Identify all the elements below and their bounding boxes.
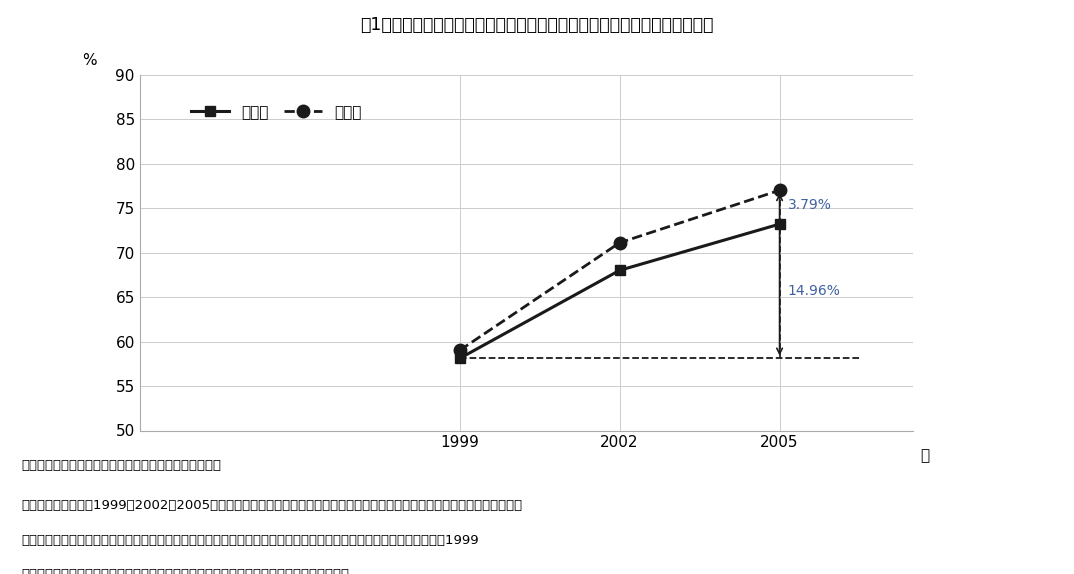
仮想値 [613,239,626,246]
Text: 年時点の初期値から変化しない場合の移乗の介護確率の疾病横断的な平均値である。: 年時点の初期値から変化しない場合の移乗の介護確率の疾病横断的な平均値である。 [21,568,349,574]
Text: %: % [82,52,97,68]
仮想値 [453,347,466,354]
実測値 [773,220,786,227]
Text: 図1　移乗の介護確率に関する医薬品ストックとサイエンスの重要度の貢献: 図1 移乗の介護確率に関する医薬品ストックとサイエンスの重要度の貢献 [360,17,714,34]
仮想値 [773,187,786,193]
実測値 [613,267,626,274]
Text: 注１：補論表２のモデル２の推定係数値より計算した。: 注１：補論表２のモデル２の推定係数値より計算した。 [21,459,221,472]
実測値 [453,355,466,362]
Text: 注２：実測値とは、1999、2002、2005年のそれぞれの期間で実際に観測される移乗の介護確率の疾病横断的な平均値である。: 注２：実測値とは、1999、2002、2005年のそれぞれの期間で実際に観測され… [21,499,523,513]
Line: 仮想値: 仮想値 [453,184,786,356]
Text: 年: 年 [920,448,930,463]
Text: また、仮想値とは、サイエンス集約的メイン成分ストックとサイエンスの重要度（メイン成分）の両変数が仮に1999: また、仮想値とは、サイエンス集約的メイン成分ストックとサイエンスの重要度（メイン… [21,534,479,547]
Legend: 実測値, 仮想値: 実測値, 仮想値 [186,100,366,125]
Text: 3.79%: 3.79% [787,197,831,211]
Line: 実測値: 実測値 [454,219,784,363]
Text: 14.96%: 14.96% [787,284,841,298]
